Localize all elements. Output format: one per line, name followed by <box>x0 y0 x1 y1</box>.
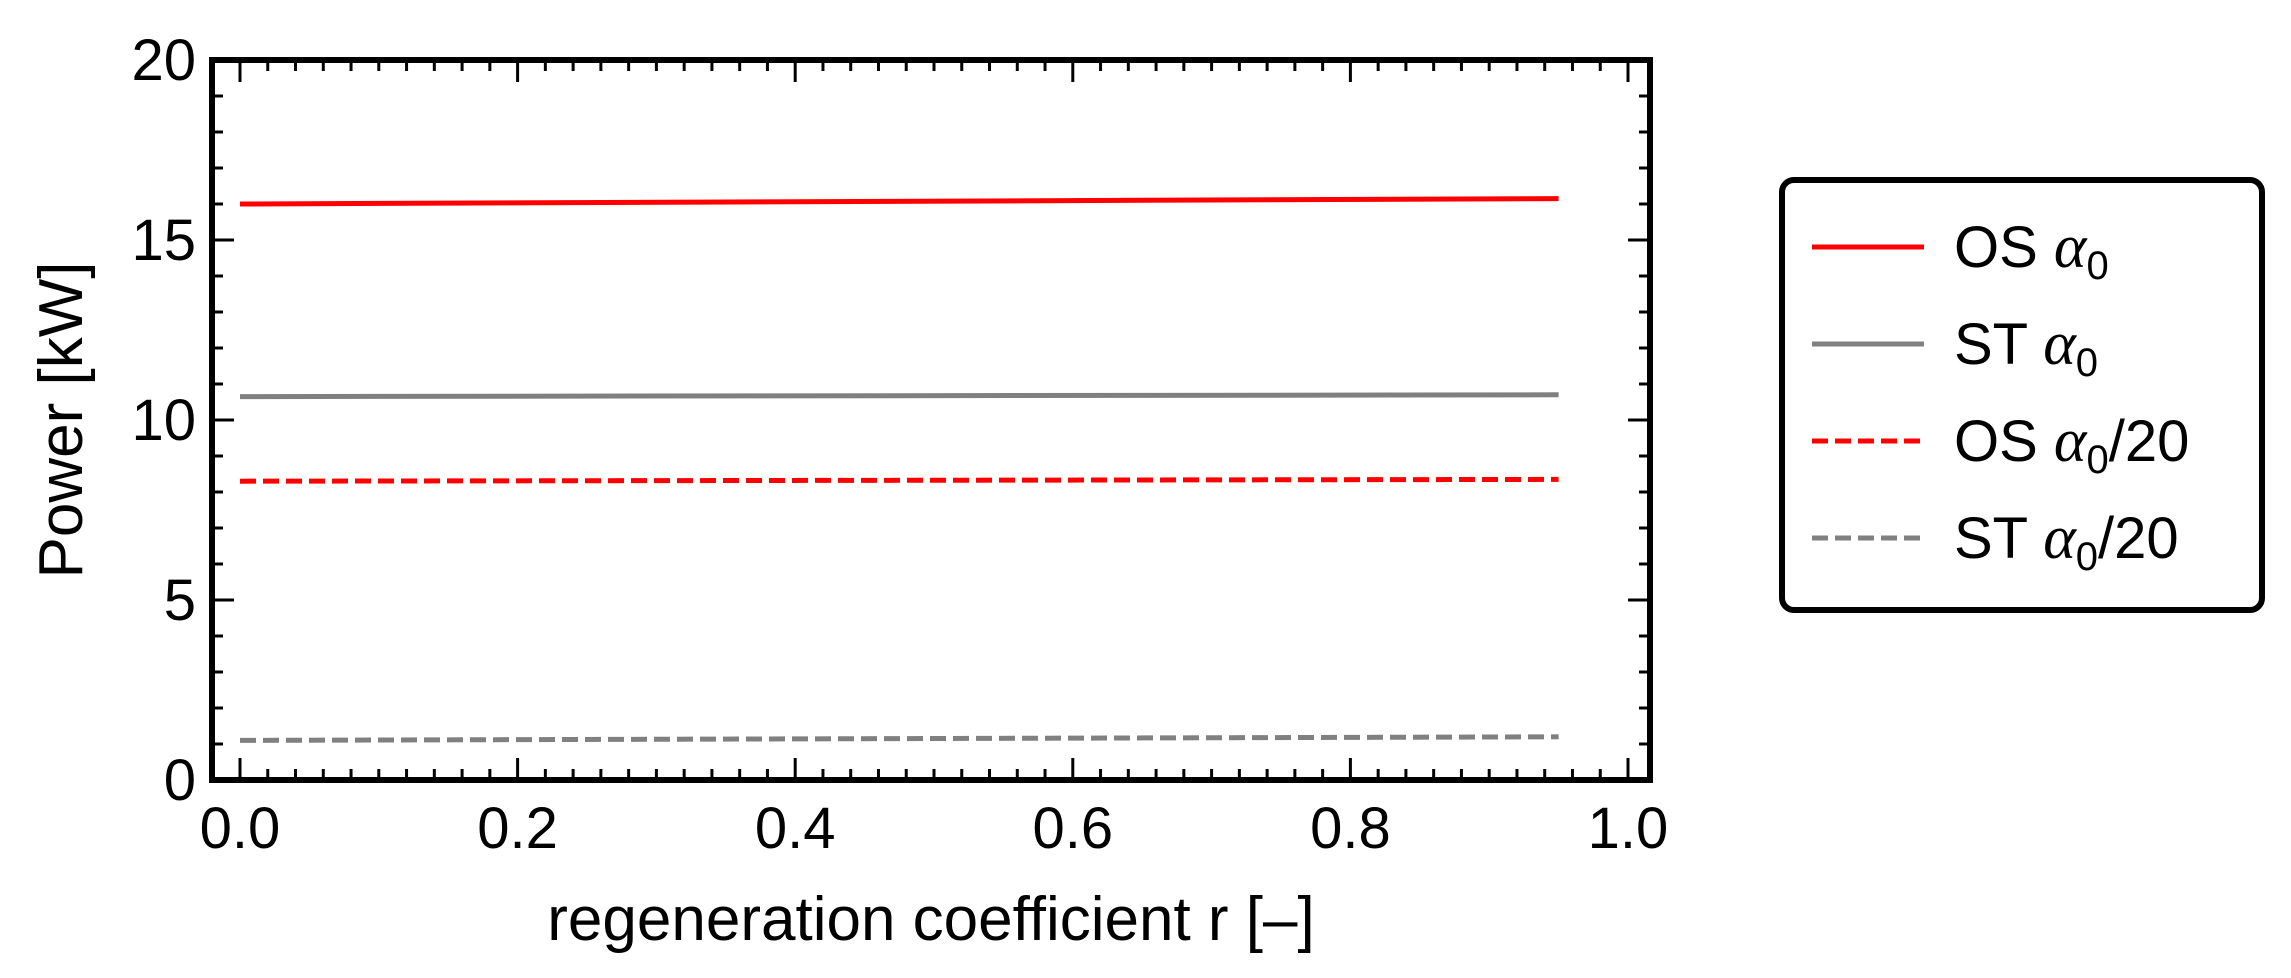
legend-label-prefix: OS <box>1954 215 2054 280</box>
x-tick-label: 0.4 <box>755 796 836 861</box>
x-tick-label: 0.0 <box>200 796 281 861</box>
series-line-1 <box>239 196 1559 207</box>
legend-subscript: 0 <box>2086 438 2108 482</box>
series-line-2 <box>239 392 1559 400</box>
legend-label-prefix: ST <box>1954 312 2043 377</box>
y-tick-label: 5 <box>164 568 196 633</box>
x-tick-label: 1.0 <box>1588 796 1669 861</box>
y-tick-label: 15 <box>131 208 196 273</box>
legend-label-4: ST α0/20 <box>1954 504 2179 579</box>
legend-alpha: α <box>2043 504 2077 572</box>
series-line-4 <box>239 734 1559 743</box>
plot-frame <box>209 57 1653 783</box>
legend-label-prefix: ST <box>1954 506 2043 571</box>
x-tick-label: 0.6 <box>1032 796 1113 861</box>
legend-label-prefix: OS <box>1954 409 2054 474</box>
x-axis-title: regeneration coefficient r [–] <box>547 885 1314 954</box>
legend-box <box>1779 177 2265 613</box>
legend-label-2: ST α0 <box>1954 310 2098 385</box>
series-layer <box>239 196 1559 743</box>
y-axis-title: Power [kW] <box>27 262 96 579</box>
legend-label-1: OS α0 <box>1954 213 2109 288</box>
legend-alpha: α <box>2054 407 2088 475</box>
legend-subscript: 0 <box>2076 341 2098 385</box>
y-tick-label: 10 <box>131 388 196 453</box>
legend-label-suffix: /20 <box>2098 506 2179 571</box>
legend-label-3: OS α0/20 <box>1954 407 2189 482</box>
ticks-layer <box>212 58 1650 782</box>
x-tick-label: 0.2 <box>477 796 558 861</box>
labels-layer: 0.0 0.2 0.4 0.6 0.8 1.0 0 5 10 15 20 <box>131 28 1668 861</box>
series-line-3 <box>239 476 1559 484</box>
legend-label-suffix: /20 <box>2109 409 2190 474</box>
legend-alpha: α <box>2054 213 2088 281</box>
y-tick-label: 0 <box>164 748 196 813</box>
legend-alpha: α <box>2043 310 2077 378</box>
y-tick-label: 20 <box>131 28 196 93</box>
legend-subscript: 0 <box>2076 535 2098 579</box>
legend-subscript: 0 <box>2086 244 2108 288</box>
x-tick-label: 0.8 <box>1310 796 1391 861</box>
